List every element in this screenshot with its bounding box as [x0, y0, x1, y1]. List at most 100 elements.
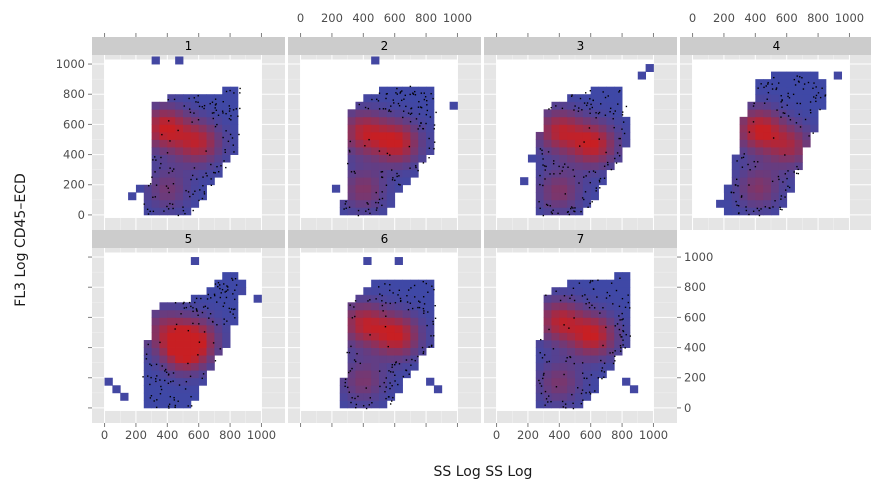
- scatter-point: [572, 402, 574, 405]
- density-cell: [363, 109, 372, 118]
- density-cell: [559, 332, 568, 341]
- scatter-point: [174, 328, 176, 330]
- scatter-point: [581, 295, 584, 297]
- scatter-point: [586, 102, 589, 104]
- density-cell: [559, 192, 568, 201]
- density-cell: [778, 71, 788, 80]
- density-cell: [151, 154, 160, 163]
- density-cell: [418, 302, 427, 311]
- scatter-point: [786, 177, 788, 180]
- density-cell: [151, 324, 160, 333]
- density-cell: [590, 131, 599, 140]
- density-cell: [394, 177, 403, 186]
- density-cell: [183, 392, 192, 401]
- scatter-point: [774, 200, 776, 202]
- x-tick-label: 800: [219, 428, 241, 442]
- density-cell: [410, 162, 419, 171]
- scatter-point: [402, 110, 405, 112]
- density-cell: [347, 347, 356, 356]
- scatter-point: [589, 108, 591, 110]
- density-cell: [159, 317, 168, 326]
- scatter-point: [622, 121, 625, 123]
- density-cell: [355, 199, 364, 208]
- density-cell: [347, 169, 356, 178]
- density-cell: [778, 79, 788, 88]
- density-cell: [190, 362, 200, 371]
- density-cell: [159, 302, 168, 311]
- scatter-point: [781, 99, 783, 102]
- density-cell: [175, 162, 184, 171]
- scatter-point: [544, 404, 546, 406]
- scatter-point: [422, 351, 425, 353]
- density-cell: [771, 169, 780, 178]
- scatter-point: [390, 110, 392, 113]
- scatter-point: [568, 327, 570, 329]
- density-cell: [355, 131, 364, 140]
- density-cell: [551, 294, 560, 303]
- density-cell: [214, 147, 223, 155]
- density-cell: [606, 116, 615, 125]
- scatter-point: [150, 364, 153, 367]
- density-cell: [206, 287, 215, 296]
- scatter-point: [543, 354, 546, 356]
- scatter-point: [616, 152, 619, 154]
- density-cell: [590, 162, 599, 171]
- density-cell: [190, 162, 200, 171]
- density-cell: [622, 324, 631, 333]
- density-cell: [222, 94, 231, 103]
- density-cell: [355, 109, 364, 118]
- facet-panel-2: 2: [288, 37, 481, 230]
- density-cell: [598, 317, 607, 326]
- density-cells: [520, 64, 654, 216]
- scatter-point: [752, 105, 755, 107]
- scatter-point: [583, 198, 585, 201]
- density-cell: [183, 400, 192, 409]
- scatter-point: [183, 105, 185, 107]
- scatter-point: [183, 301, 185, 304]
- scatter-point: [166, 205, 168, 208]
- density-cell: [230, 272, 239, 281]
- density-cell: [575, 355, 584, 364]
- y-axis-left-2: [88, 256, 92, 409]
- density-cell: [175, 154, 184, 163]
- density-cell: [614, 340, 623, 348]
- density-cell: [363, 332, 372, 341]
- density-cell: [379, 385, 388, 394]
- scatter-point: [404, 94, 406, 97]
- scatter-point: [784, 154, 786, 156]
- density-cell: [347, 400, 356, 409]
- density-cell: [622, 272, 631, 281]
- density-cell: [379, 207, 388, 216]
- density-cell: [535, 192, 545, 201]
- x-tick-label: 1000: [247, 428, 276, 442]
- density-cell: [559, 385, 568, 394]
- density-cell: [551, 340, 560, 348]
- density-cell: [567, 317, 576, 326]
- scatter-point: [390, 371, 392, 373]
- density-cell: [159, 109, 168, 118]
- scatter-point: [154, 156, 156, 158]
- density-cell: [167, 370, 176, 379]
- density-cell: [183, 302, 192, 311]
- density-cell: [379, 400, 388, 409]
- scatter-point: [182, 302, 184, 305]
- scatter-point: [177, 400, 179, 402]
- density-cell: [606, 139, 615, 148]
- scatter-point: [779, 206, 781, 209]
- scatter-point: [418, 306, 421, 309]
- density-cell: [771, 131, 780, 140]
- scatter-point: [222, 112, 224, 114]
- scatter-point: [410, 107, 413, 109]
- density-cells: [331, 56, 458, 216]
- scatter-point: [172, 372, 175, 374]
- density-cell: [614, 139, 623, 148]
- scatter-point: [239, 107, 241, 110]
- density-cell: [386, 332, 396, 341]
- density-cell: [159, 192, 168, 201]
- density-cell: [206, 139, 215, 148]
- scatter-point: [757, 87, 759, 89]
- density-cell: [230, 124, 239, 133]
- scatter-point: [812, 87, 814, 90]
- scatter-point: [202, 306, 205, 308]
